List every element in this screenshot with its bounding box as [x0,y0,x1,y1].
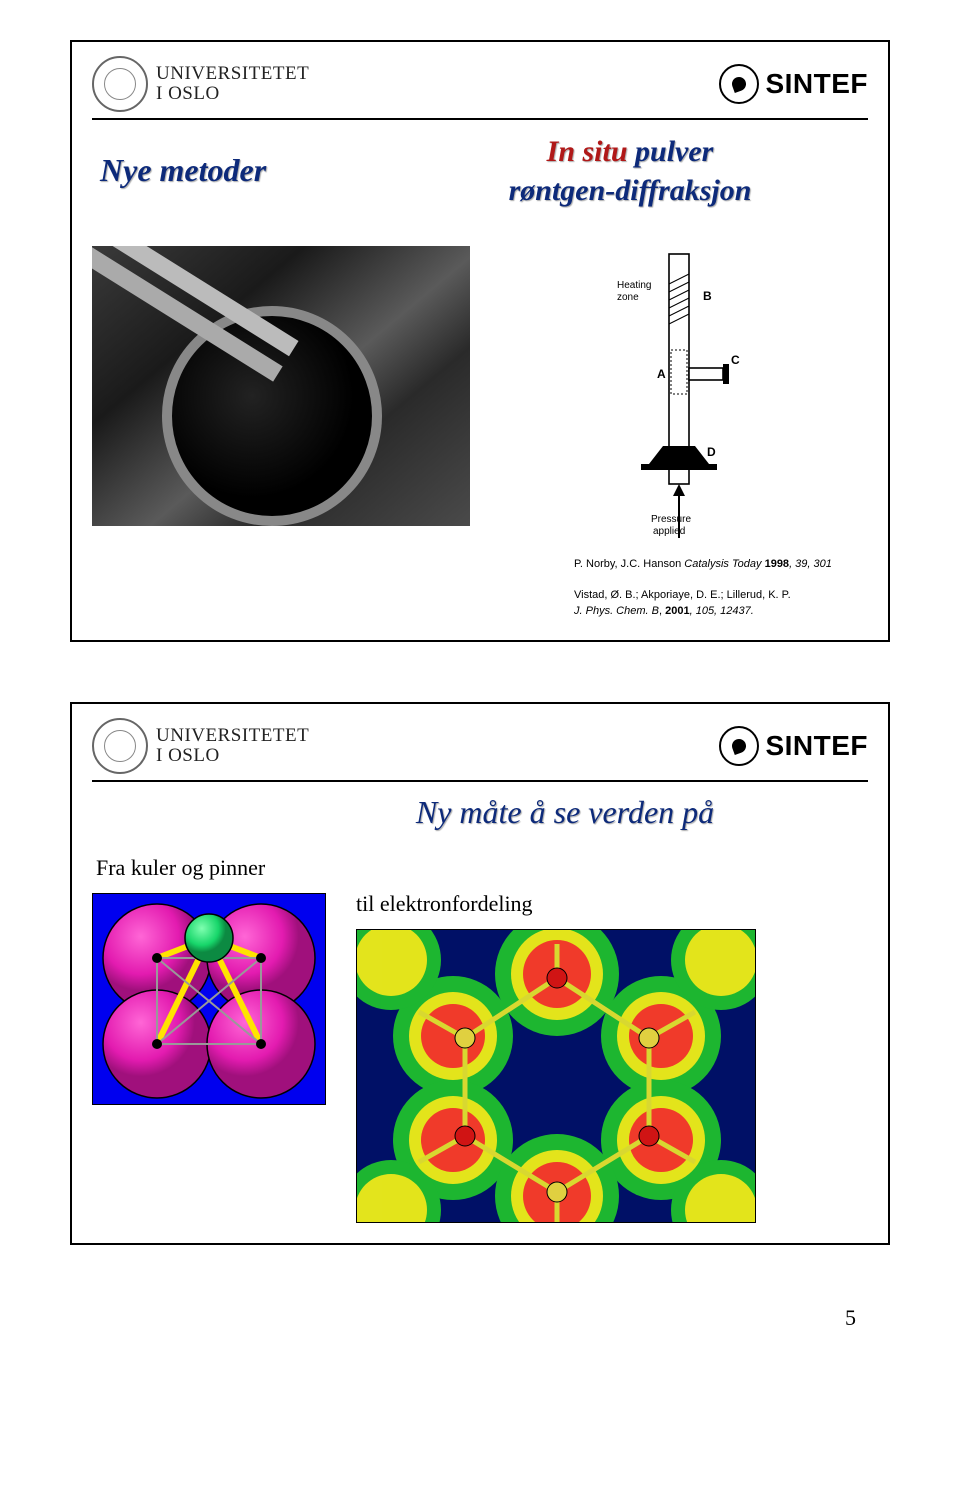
slide-header-2: UNIVERSITETET I OSLO SINTEF [92,718,868,782]
uio-line-2b: I OSLO [156,746,309,766]
ref2-l2d: , 105, 12437. [690,605,754,617]
slide2-left-sub: Fra kuler og pinner [96,855,265,881]
uio-seal-icon-2 [92,718,148,774]
label-pressure-1: Pressure [651,514,691,525]
uio-logo-2: UNIVERSITETET I OSLO [92,718,309,774]
label-C: C [731,353,740,367]
slide2-body: Fra kuler og pinner [92,845,868,1223]
uio-line-1: UNIVERSITETET [156,64,309,84]
ref1-bold: 1998 [765,558,789,570]
diagram-column: A B Heating zone C D [494,246,868,620]
ref1-prefix: P. Norby, J.C. Hanson [574,558,684,570]
instrument-photo [92,246,470,526]
density-svg [357,930,755,1222]
uio-text: UNIVERSITETET I OSLO [156,64,309,104]
slide-2: UNIVERSITETET I OSLO SINTEF Ny måte å se… [70,702,890,1245]
sintef-text-2: SINTEF [765,730,868,762]
slide2-right-sub: til elektronfordeling [356,891,756,917]
slide1-title-left: Nye metoder [100,152,266,189]
label-A: A [657,367,666,381]
label-heating-2: zone [617,292,639,303]
label-heating-1: Heating [617,280,651,291]
ref1-tail: , 39, 301 [789,558,832,570]
uio-line-2: I OSLO [156,84,309,104]
ref1-ital: Catalysis Today [684,558,764,570]
uio-logo: UNIVERSITETET I OSLO [92,56,309,112]
references: P. Norby, J.C. Hanson Catalysis Today 19… [574,556,832,620]
ref2-l2: J. Phys. Chem. B, 2001, 105, 12437. [574,603,832,620]
sintef-swirl-icon-2 [719,726,759,766]
uio-line-1b: UNIVERSITETET [156,726,309,746]
ref2-l2c: 2001 [665,605,689,617]
label-B: B [703,289,712,303]
ball-stick-figure [92,893,326,1105]
slide1-title-xrd: røntgen-diffraksjon [509,174,752,207]
slide-1: UNIVERSITETET I OSLO SINTEF Nye metoder … [70,40,890,642]
uio-seal-icon [92,56,148,112]
sintef-swirl-icon [719,64,759,104]
ref-1: P. Norby, J.C. Hanson Catalysis Today 19… [574,556,832,573]
electron-density-figure [356,929,756,1223]
slide2-title: Ny måte å se verden på [262,794,868,831]
capillary-diagram: A B Heating zone C D [611,246,751,546]
slide1-title-insitu: In situ [547,135,628,168]
slide1-title-pulver: pulver [628,135,714,168]
sintef-logo-2: SINTEF [719,726,868,766]
label-pressure-2: applied [653,526,685,537]
ref2-l1: Vistad, Ø. B.; Akporiaye, D. E.; Lilleru… [574,587,832,604]
slide-header: UNIVERSITETET I OSLO SINTEF [92,56,868,120]
slide1-body: A B Heating zone C D [92,246,868,620]
sintef-text: SINTEF [765,68,868,100]
ref-2: Vistad, Ø. B.; Akporiaye, D. E.; Lilleru… [574,587,832,620]
label-D: D [707,445,716,459]
ball-stick-svg [93,894,325,1104]
ref2-l2a: J. Phys. Chem. B [574,605,659,617]
slide2-right-col: til elektronfordeling [356,845,756,1223]
uio-text-2: UNIVERSITETET I OSLO [156,726,309,766]
slide1-title-right: In situ pulver røntgen-diffraksjon [392,132,868,210]
sintef-logo: SINTEF [719,64,868,104]
slide2-left-col: Fra kuler og pinner [92,845,326,1105]
page-number: 5 [50,1305,856,1331]
